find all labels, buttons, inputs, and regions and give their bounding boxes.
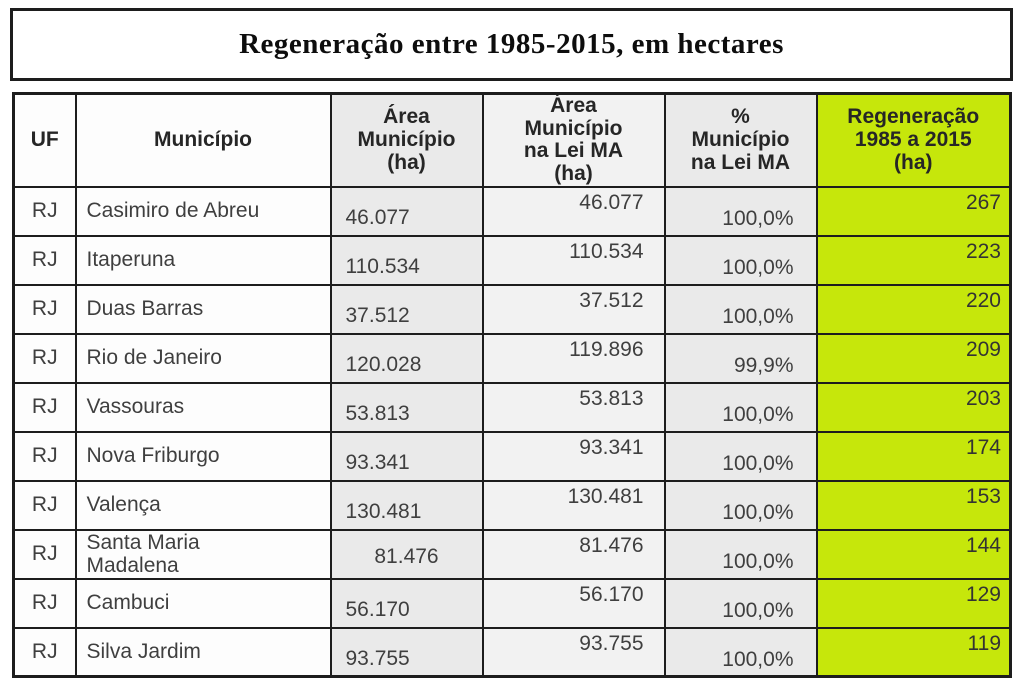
cell-regeneracao: 203 bbox=[815, 381, 1012, 433]
cell-pct-lei-ma: 100,0% bbox=[663, 430, 818, 482]
table-row: RJ Duas Barras 37.512 37.512 100,0% 220 bbox=[12, 283, 1012, 335]
cell-municipio: Santa Maria Madalena bbox=[74, 528, 332, 580]
cell-pct-lei-ma: 100,0% bbox=[663, 577, 818, 629]
table-body: RJ Casimiro de Abreu 46.077 46.077 100,0… bbox=[12, 185, 1012, 678]
cell-area-municipio: 53.813 bbox=[329, 381, 484, 433]
table-row: RJ Silva Jardim 93.755 93.755 100,0% 119 bbox=[12, 626, 1012, 678]
table-row: RJ Cambuci 56.170 56.170 100,0% 129 bbox=[12, 577, 1012, 629]
col-header-area-municipio: Área Município (ha) bbox=[329, 92, 484, 188]
cell-regeneracao: 119 bbox=[815, 626, 1012, 678]
cell-uf: RJ bbox=[12, 381, 77, 433]
page-title: Regeneração entre 1985-2015, em hectares bbox=[239, 28, 784, 60]
cell-uf: RJ bbox=[12, 626, 77, 678]
cell-uf: RJ bbox=[12, 528, 77, 580]
table-row: RJ Valença 130.481 130.481 100,0% 153 bbox=[12, 479, 1012, 531]
cell-regeneracao: 144 bbox=[815, 528, 1012, 580]
cell-pct-lei-ma: 100,0% bbox=[663, 185, 818, 237]
cell-uf: RJ bbox=[12, 283, 77, 335]
cell-regeneracao: 174 bbox=[815, 430, 1012, 482]
cell-regeneracao: 223 bbox=[815, 234, 1012, 286]
table-header: UF Município Área Município (ha) Área Mu… bbox=[12, 92, 1012, 188]
table-row: RJ Santa Maria Madalena 81.476 81.476 10… bbox=[12, 528, 1012, 580]
cell-uf: RJ bbox=[12, 234, 77, 286]
cell-regeneracao: 153 bbox=[815, 479, 1012, 531]
cell-area-municipio: 81.476 bbox=[329, 528, 484, 580]
cell-municipio: Itaperuna bbox=[74, 234, 332, 286]
cell-area-municipio: 110.534 bbox=[329, 234, 484, 286]
col-header-uf: UF bbox=[12, 92, 77, 188]
cell-pct-lei-ma: 100,0% bbox=[663, 234, 818, 286]
cell-pct-lei-ma: 100,0% bbox=[663, 528, 818, 580]
cell-uf: RJ bbox=[12, 332, 77, 384]
cell-pct-lei-ma: 99,9% bbox=[663, 332, 818, 384]
cell-regeneracao: 220 bbox=[815, 283, 1012, 335]
table-row: RJ Vassouras 53.813 53.813 100,0% 203 bbox=[12, 381, 1012, 433]
cell-uf: RJ bbox=[12, 577, 77, 629]
table-row: RJ Itaperuna 110.534 110.534 100,0% 223 bbox=[12, 234, 1012, 286]
cell-area-municipio: 120.028 bbox=[329, 332, 484, 384]
cell-municipio: Nova Friburgo bbox=[74, 430, 332, 482]
cell-regeneracao: 209 bbox=[815, 332, 1012, 384]
cell-pct-lei-ma: 100,0% bbox=[663, 283, 818, 335]
cell-municipio: Duas Barras bbox=[74, 283, 332, 335]
cell-uf: RJ bbox=[12, 185, 77, 237]
cell-area-lei-ma: 93.341 bbox=[481, 430, 666, 482]
cell-area-municipio: 93.755 bbox=[329, 626, 484, 678]
cell-area-lei-ma: 110.534 bbox=[481, 234, 666, 286]
col-header-municipio: Município bbox=[74, 92, 332, 188]
cell-area-lei-ma: 56.170 bbox=[481, 577, 666, 629]
cell-regeneracao: 267 bbox=[815, 185, 1012, 237]
title-box: Regeneração entre 1985-2015, em hectares bbox=[10, 8, 1013, 81]
regeneration-table: UF Município Área Município (ha) Área Mu… bbox=[12, 92, 1012, 679]
cell-municipio: Rio de Janeiro bbox=[74, 332, 332, 384]
cell-municipio: Casimiro de Abreu bbox=[74, 185, 332, 237]
cell-area-municipio: 56.170 bbox=[329, 577, 484, 629]
cell-area-municipio: 93.341 bbox=[329, 430, 484, 482]
cell-regeneracao: 129 bbox=[815, 577, 1012, 629]
cell-municipio: Vassouras bbox=[74, 381, 332, 433]
cell-area-municipio: 130.481 bbox=[329, 479, 484, 531]
table-row: RJ Rio de Janeiro 120.028 119.896 99,9% … bbox=[12, 332, 1012, 384]
cell-area-lei-ma: 130.481 bbox=[481, 479, 666, 531]
cell-area-lei-ma: 119.896 bbox=[481, 332, 666, 384]
cell-area-lei-ma: 53.813 bbox=[481, 381, 666, 433]
cell-area-lei-ma: 46.077 bbox=[481, 185, 666, 237]
cell-uf: RJ bbox=[12, 430, 77, 482]
cell-area-municipio: 46.077 bbox=[329, 185, 484, 237]
col-header-regeneracao: Regeneração 1985 a 2015 (ha) bbox=[815, 92, 1012, 188]
cell-municipio: Cambuci bbox=[74, 577, 332, 629]
cell-area-lei-ma: 37.512 bbox=[481, 283, 666, 335]
cell-pct-lei-ma: 100,0% bbox=[663, 479, 818, 531]
table-row: RJ Casimiro de Abreu 46.077 46.077 100,0… bbox=[12, 185, 1012, 237]
cell-area-lei-ma: 81.476 bbox=[481, 528, 666, 580]
cell-municipio: Silva Jardim bbox=[74, 626, 332, 678]
cell-pct-lei-ma: 100,0% bbox=[663, 626, 818, 678]
header-row: UF Município Área Município (ha) Área Mu… bbox=[12, 92, 1012, 188]
cell-pct-lei-ma: 100,0% bbox=[663, 381, 818, 433]
table-row: RJ Nova Friburgo 93.341 93.341 100,0% 17… bbox=[12, 430, 1012, 482]
cell-area-municipio: 37.512 bbox=[329, 283, 484, 335]
cell-uf: RJ bbox=[12, 479, 77, 531]
cell-municipio: Valença bbox=[74, 479, 332, 531]
col-header-pct-lei-ma: % Município na Lei MA bbox=[663, 92, 818, 188]
col-header-area-lei-ma: Área Município na Lei MA (ha) bbox=[481, 92, 666, 188]
cell-area-lei-ma: 93.755 bbox=[481, 626, 666, 678]
